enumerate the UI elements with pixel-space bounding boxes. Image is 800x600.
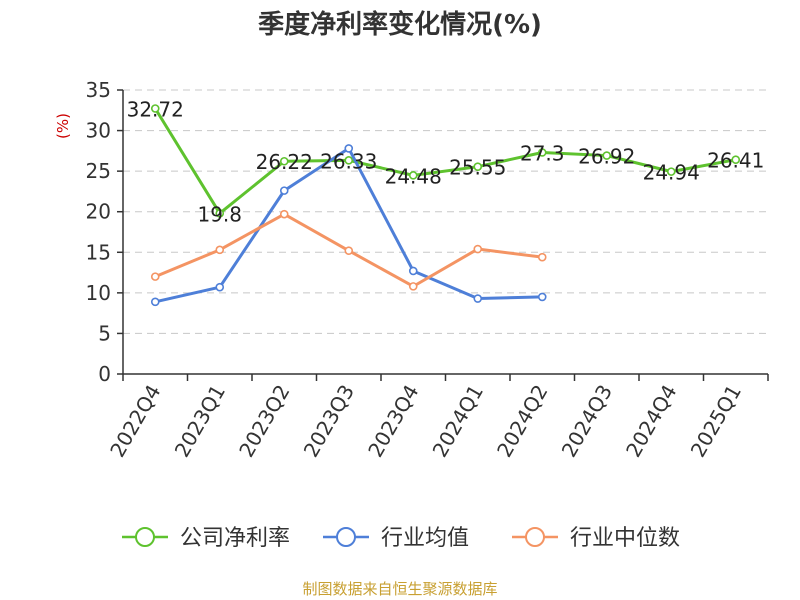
series-line	[153, 107, 737, 215]
x-tick-label: 2024Q3	[557, 381, 617, 462]
data-point	[731, 155, 741, 165]
data-label: 32.72	[127, 98, 184, 122]
data-label: 24.48	[385, 164, 442, 188]
x-tick-label: 2024Q1	[428, 381, 488, 462]
data-point	[537, 148, 547, 157]
data-point	[150, 104, 160, 113]
y-tick-label: 15	[86, 240, 111, 264]
legend-label: 行业均值	[381, 526, 469, 551]
legend: 公司净利率 行业均值 行业中位数	[122, 526, 680, 551]
data-point	[473, 244, 483, 254]
x-tick-label: 2024Q2	[492, 381, 552, 462]
y-tick-label: 10	[86, 281, 111, 305]
data-point	[344, 144, 354, 153]
legend-marker	[135, 527, 155, 547]
x-tick-label: 2023Q1	[170, 381, 230, 462]
data-labels: 32.72 19.8 26.22 26.33 24.48 25.55 27.3 26.92 24…	[127, 98, 765, 227]
x-tick-label: 2023Q3	[299, 381, 359, 462]
data-point	[408, 171, 418, 180]
legend-marker	[525, 527, 545, 547]
data-point	[408, 266, 418, 276]
data-label: 26.22	[256, 150, 313, 174]
data-point	[344, 156, 354, 165]
y-tick-label: 25	[86, 159, 111, 183]
legend-label: 公司净利率	[180, 526, 290, 551]
legend-label: 行业中位数	[570, 526, 680, 551]
y-tick-label: 5	[98, 321, 111, 345]
data-point	[473, 294, 483, 303]
series-lines	[150, 104, 741, 307]
data-point	[150, 297, 160, 307]
y-tick-label: 35	[86, 78, 111, 102]
x-tick-label: 2025Q1	[686, 381, 746, 462]
x-tick-label: 2024Q4	[621, 381, 681, 462]
data-label: 26.92	[578, 145, 635, 169]
source-footer: 制图数据来自恒生聚源数据库	[302, 580, 498, 598]
data-point	[215, 209, 225, 218]
data-label: 24.94	[643, 161, 700, 185]
data-point	[473, 162, 483, 171]
x-tick-label: 2023Q2	[234, 381, 294, 462]
chart-title: 季度净利率变化情况(%)	[258, 10, 542, 40]
data-label: 26.33	[320, 149, 377, 173]
data-point	[344, 246, 354, 255]
data-point	[537, 292, 547, 302]
data-point	[666, 167, 676, 176]
data-point	[537, 252, 547, 262]
data-point	[215, 245, 225, 255]
y-axis-label: (%)	[54, 113, 72, 139]
data-label: 19.8	[197, 202, 242, 226]
data-label: 26.41	[707, 149, 764, 173]
data-point	[279, 186, 289, 195]
x-tick-label: 2022Q4	[105, 381, 165, 462]
legend-marker	[336, 527, 356, 547]
data-label: 25.55	[449, 156, 506, 180]
data-point	[408, 282, 418, 291]
y-tick-label: 30	[86, 119, 111, 143]
data-point	[150, 272, 160, 281]
data-point	[602, 151, 612, 160]
y-tick-label: 0	[98, 362, 111, 386]
data-point	[279, 156, 289, 166]
data-point	[279, 209, 289, 219]
y-tick-label: 20	[86, 200, 111, 224]
data-label: 27.3	[520, 141, 565, 165]
x-tick-label: 2023Q4	[363, 381, 423, 462]
data-point	[215, 282, 225, 292]
